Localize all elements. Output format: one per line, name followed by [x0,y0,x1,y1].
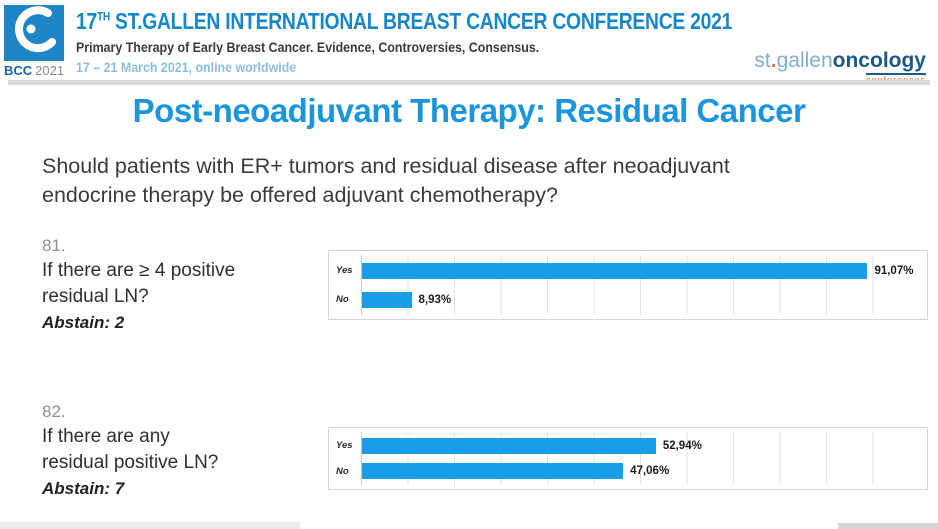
conference-subtitle: Primary Therapy of Early Breast Cancer. … [76,40,540,55]
poll-82: 82. If there are any residual positive L… [0,400,938,510]
bar-row-no: No 47,06% [329,463,927,480]
yes-bar [362,437,656,454]
header-divider [8,80,930,85]
bcc-logo-caption: BCC 2021 [4,63,68,78]
bar-row-no: No 8,93% [329,291,927,308]
chart-rows: Yes 52,94% No 47,06% [329,428,927,489]
conference-title-ordinal: TH [96,9,110,24]
slide-title: Post-neoadjuvant Therapy: Residual Cance… [132,92,806,129]
video-edge-artifact [838,523,938,529]
bcc-logo: BCC 2021 [4,5,68,78]
value-label: 52,94% [662,439,702,452]
conference-title: 17TH ST.GALLEN INTERNATIONAL BREAST CANC… [76,8,732,35]
poll-81-chart: Yes 91,07% No 8,93% [328,250,928,320]
poll-question: If there are any residual positive LN? [42,426,219,473]
brand-gallen: gallen [776,49,833,72]
conference-header: 17TH ST.GALLEN INTERNATIONAL BREAST CANC… [76,8,857,75]
no-bar [362,463,624,480]
poll-81-info: 81. If there are ≥ 4 positive residual L… [42,234,292,336]
brand-st: st [754,49,771,72]
poll-82-chart: Yes 52,94% No 47,06% [328,427,928,490]
brand-dot: . [770,49,777,72]
conference-title-text: ST.GALLEN INTERNATIONAL BREAST CANCER CO… [109,8,733,34]
category-label: No [336,465,349,477]
conference-dates: 17 – 21 March 2021, online worldwide [76,60,297,75]
bar-plot-area: 8,93% [362,291,917,308]
main-question: Should patients with ER+ tumors and resi… [42,152,730,210]
no-bar [362,291,412,308]
main-question-line1: Should patients with ER+ tumors and resi… [42,154,730,178]
conference-title-number: 17 [76,8,97,34]
poll-number: 81. [42,236,66,255]
poll-82-info: 82. If there are any residual positive L… [42,400,292,502]
bar-plot-area: 47,06% [362,463,917,480]
bar-plot-area: 91,07% [362,262,917,279]
value-label: 91,07% [874,264,914,277]
poll-81: 81. If there are ≥ 4 positive residual L… [0,234,938,344]
video-edge-artifact [0,522,300,529]
poll-abstain: Abstain: 7 [42,479,125,498]
bcc-logo-year: 2021 [35,63,65,78]
bar-row-yes: Yes 91,07% [329,262,927,279]
category-label: Yes [336,440,353,452]
value-label: 8,93% [418,293,452,306]
bcc-logo-text: BCC [4,63,33,78]
poll-number: 82. [42,402,66,421]
yes-bar [362,262,868,279]
main-question-line2: endocrine therapy be offered adjuvant ch… [42,183,558,207]
bar-plot-area: 52,94% [362,437,917,454]
brand-oncology: oncology [832,49,926,72]
chart-rows: Yes 91,07% No 8,93% [329,251,927,319]
poll-abstain: Abstain: 2 [42,313,125,332]
poll-question: If there are ≥ 4 positive residual LN? [42,260,236,307]
bcc-logo-icon [4,5,64,61]
bar-row-yes: Yes 52,94% [329,437,927,454]
value-label: 47,06% [630,465,670,478]
stgallen-oncology-wordmark: st.gallenoncology [754,50,926,71]
category-label: No [336,294,349,305]
category-label: Yes [336,265,353,276]
